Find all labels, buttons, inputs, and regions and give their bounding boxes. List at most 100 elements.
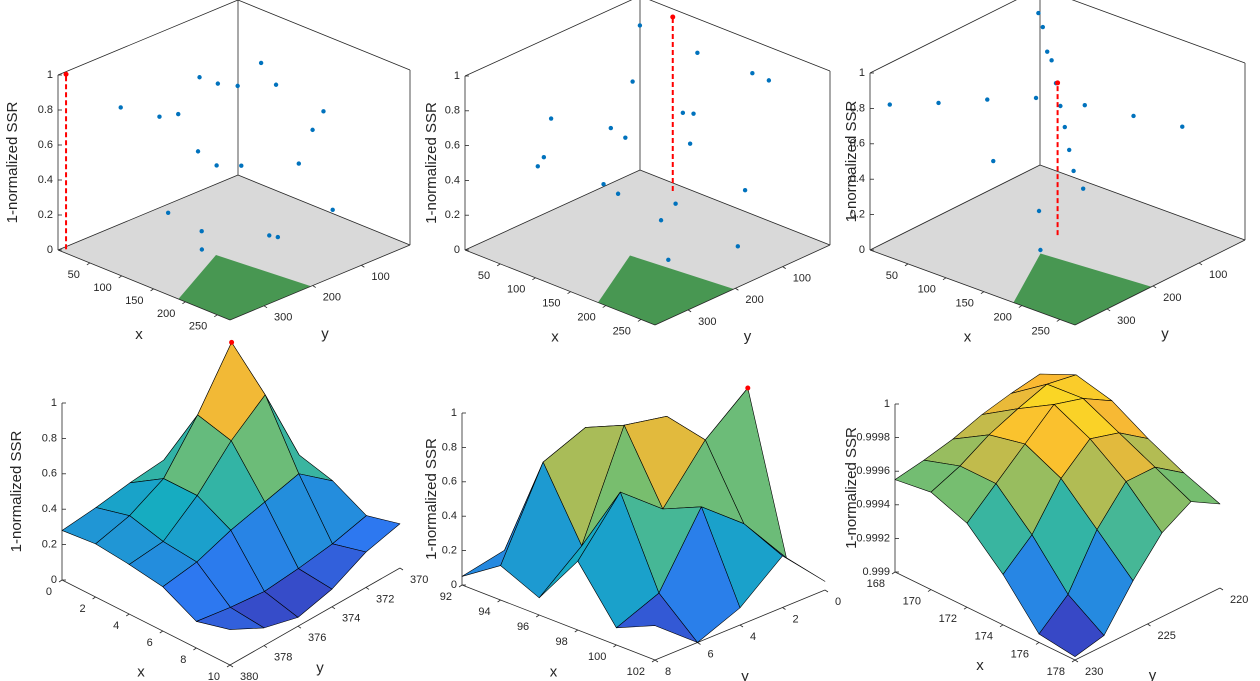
x-tick-label: 150 [956, 298, 974, 310]
x-tick-label: 100 [93, 282, 111, 294]
x-tick-label: 172 [939, 613, 957, 625]
point [215, 81, 221, 86]
x-tick-label: 50 [68, 269, 80, 281]
y-tick [782, 607, 786, 610]
axis-label: x [137, 663, 145, 680]
point [630, 79, 635, 84]
point [197, 75, 202, 80]
x-tick-label: 94 [478, 606, 490, 618]
axis-label: 1-normalized SSR [4, 101, 21, 223]
z-tick-label: 0.4 [445, 174, 460, 186]
point [1080, 186, 1086, 191]
x-tick [1071, 659, 1076, 663]
point [623, 135, 628, 140]
y-tick-label: 200 [323, 291, 341, 303]
point [195, 149, 201, 154]
x-tick-label: 200 [993, 311, 1011, 323]
point [535, 164, 540, 169]
point [680, 110, 686, 116]
x-tick-label: 176 [1011, 648, 1029, 660]
floor-patch [598, 255, 734, 325]
axis-label: x [551, 328, 559, 345]
y-tick [263, 645, 268, 648]
y-axis [229, 567, 401, 666]
point [239, 163, 244, 168]
axis-label: 1-normalized SSR [8, 430, 25, 552]
axis-label: y [321, 325, 329, 342]
peak-point [229, 339, 235, 345]
z-tick-label: 1 [859, 67, 865, 79]
x-tick [891, 571, 896, 575]
x-tick-label: 200 [157, 308, 175, 320]
x-tick-label: 50 [886, 270, 898, 282]
point [991, 158, 996, 164]
x-tick-label: 250 [1031, 325, 1049, 337]
y-tick [1074, 659, 1079, 663]
y-tick-label: 100 [371, 271, 389, 283]
x-tick [193, 647, 197, 651]
point [267, 233, 272, 238]
z-tick-label: 0.8 [445, 105, 460, 117]
x-tick [613, 644, 617, 648]
x-tick [963, 606, 968, 610]
x-tick [497, 599, 501, 603]
y-tick [687, 309, 692, 313]
z-tick-label: 0.2 [38, 209, 53, 221]
point [1049, 58, 1054, 63]
x-tick-label: 50 [478, 270, 490, 282]
z-tick-label: 0.999 [862, 566, 890, 578]
y-tick-label: 220 [1230, 594, 1248, 606]
chart-panel: 0 2 4 6 8 10 370 372 374 376 378 380 0 0.2 0.4 0.6 0.8 1 x… [8, 339, 428, 681]
x-tick-label: 178 [1047, 666, 1065, 678]
x-tick [92, 596, 96, 600]
peak-point [745, 385, 751, 391]
y-tick [1219, 587, 1224, 591]
axis-label: x [976, 657, 984, 674]
point [691, 111, 696, 116]
box-edge [464, 0, 633, 77]
y-axis [229, 244, 411, 321]
y-tick-label: 100 [793, 273, 811, 285]
point [199, 247, 205, 252]
y-tick [312, 285, 316, 288]
x-tick-label: 150 [542, 298, 560, 310]
point [750, 71, 755, 76]
y-tick-label: 8 [665, 666, 671, 678]
point [258, 60, 264, 66]
z-tick-label: 0.4 [38, 174, 53, 186]
floor [465, 170, 830, 325]
y-tick-label: 300 [698, 316, 716, 328]
x-tick-label: 100 [918, 284, 936, 296]
point [673, 201, 678, 206]
axis-label: 1-normalized SSR [843, 427, 860, 549]
x-tick [159, 630, 164, 634]
z-tick-label: 1 [884, 398, 890, 410]
y-tick-label: 300 [274, 312, 292, 324]
axis-label: 1-normalized SSR [843, 100, 860, 222]
z-tick-label: 1 [51, 397, 57, 409]
point [214, 163, 219, 168]
x-tick [567, 291, 571, 294]
point [199, 228, 204, 234]
x-tick-label: 98 [556, 636, 568, 648]
point [273, 82, 279, 87]
z-tick-label: 0.6 [445, 140, 460, 152]
x-tick [942, 277, 947, 281]
z-tick-label: 0.8 [442, 441, 457, 453]
x-axis [61, 579, 231, 666]
x-tick [214, 314, 218, 318]
x-tick [118, 275, 122, 279]
box-edge [237, 174, 411, 246]
z-tick-label: 0.9996 [856, 465, 890, 477]
z-tick-label: 0.4 [442, 510, 457, 522]
axis-label: y [1149, 667, 1157, 681]
point [936, 100, 941, 106]
z-tick-label: 0 [47, 244, 53, 256]
x-tick-label: 92 [440, 591, 452, 603]
x-tick-label: 174 [975, 631, 993, 643]
point [1040, 24, 1046, 30]
y-tick-label: 100 [1209, 269, 1227, 281]
z-tick-label: 1 [47, 69, 53, 81]
box-edge [639, 169, 831, 246]
